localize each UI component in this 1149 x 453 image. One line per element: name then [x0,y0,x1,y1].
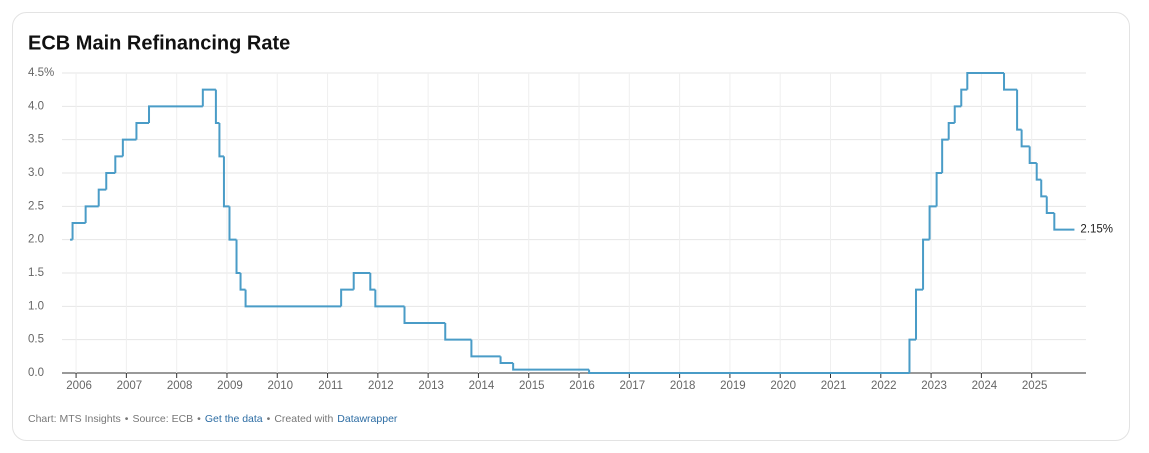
step-segment [935,172,943,207]
x-tick-label: 2023 [921,380,947,392]
step-segment [1003,73,1018,91]
separator: • [197,413,201,425]
get-data-link[interactable]: Get the data [205,413,263,425]
y-tick-label: 4.0 [28,100,44,112]
step-segment [222,156,230,208]
x-tick-label: 2017 [620,380,646,392]
value-label: 2.15% [1080,224,1113,236]
tool-link[interactable]: Datawrapper [337,413,398,425]
step-segment [105,172,116,190]
y-tick-label: 4.5% [28,67,54,79]
step-segment [1040,179,1047,198]
x-tick-label: 2014 [469,380,495,392]
step-segment [71,222,86,240]
step-segment [588,369,910,374]
step-segment [444,323,472,341]
x-tick-label: 2015 [519,380,545,392]
step-segment [947,122,955,140]
step-segment [244,289,342,308]
step-segment [114,155,123,173]
step-segment [922,238,930,290]
step-segment [1016,89,1022,131]
card [12,12,1130,441]
x-tick-label: 2016 [569,380,595,392]
step-segment [960,88,968,107]
step-segment [1035,163,1042,181]
step-segment [512,363,590,371]
y-tick-label: 2.0 [28,234,44,246]
x-tick-label: 2007 [117,380,143,392]
y-tick-label: 0.5 [28,334,44,346]
step-segment [403,306,446,324]
step-segment [340,288,354,307]
y-tick-label: 1.0 [28,300,44,312]
separator: • [267,413,271,425]
separator: • [125,413,129,425]
plot: 2.15% [70,72,1113,374]
x-tick-label: 2021 [821,380,847,392]
x-tick-label: 2012 [368,380,394,392]
x-tick-label: 2018 [670,380,696,392]
step-segment [470,339,501,358]
step-segment [1045,196,1055,214]
step-segment [966,72,1005,90]
y-tick-label: 3.5 [28,134,44,146]
x-tick-label: 2008 [167,380,193,392]
step-segment [84,205,99,223]
footer: Chart: MTS Insights • Source: ECB • Get the … [28,413,398,425]
step-segment [352,272,371,290]
x-tick-label: 2024 [972,380,998,392]
y-tick-label: 1.5 [28,267,44,279]
step-segment [499,356,514,364]
x-tick-label: 2025 [1022,380,1048,392]
x-tick-label: 2022 [871,380,897,392]
step-segment [1053,213,1075,231]
created-with: Created with [274,413,333,425]
step-segment [135,122,150,140]
x-tick-label: 2019 [720,380,746,392]
y-tick-label: 3.0 [28,167,44,179]
x-tick-label: 2011 [318,380,343,392]
step-segment [218,123,224,158]
source: Source: ECB [132,413,193,425]
step-segment [941,138,949,173]
grid: 0.0 0.5 1.0 1.5 2.0 2.5 3.0 3.5 4.0 4.5% 2006 2007 2… [28,67,1086,392]
step-segment [97,188,107,207]
step-segment [1028,146,1037,164]
y-tick-label: 0.0 [28,367,44,379]
step-segment [369,273,376,291]
step-segment [1020,129,1030,148]
step-segment [214,89,220,124]
x-tick-label: 2020 [770,380,796,392]
step-segment [915,288,924,340]
step-segment [121,138,137,157]
step-segment [239,273,246,291]
step-segment [908,338,917,373]
credit: Chart: MTS Insights [28,413,121,425]
step-segment [374,289,405,308]
step-segment [228,206,237,241]
step-segment [148,105,203,123]
chart-title: ECB Main Refinancing Rate [28,32,290,54]
step-segment [928,205,937,240]
x-tick-label: 2010 [267,380,293,392]
step-segment [201,88,216,107]
step-segment [953,105,962,123]
x-tick-label: 2013 [418,380,444,392]
x-tick-label: 2009 [217,380,243,392]
y-tick-label: 2.5 [28,200,44,212]
x-tick-label: 2006 [66,380,92,392]
step-segment [235,239,241,274]
